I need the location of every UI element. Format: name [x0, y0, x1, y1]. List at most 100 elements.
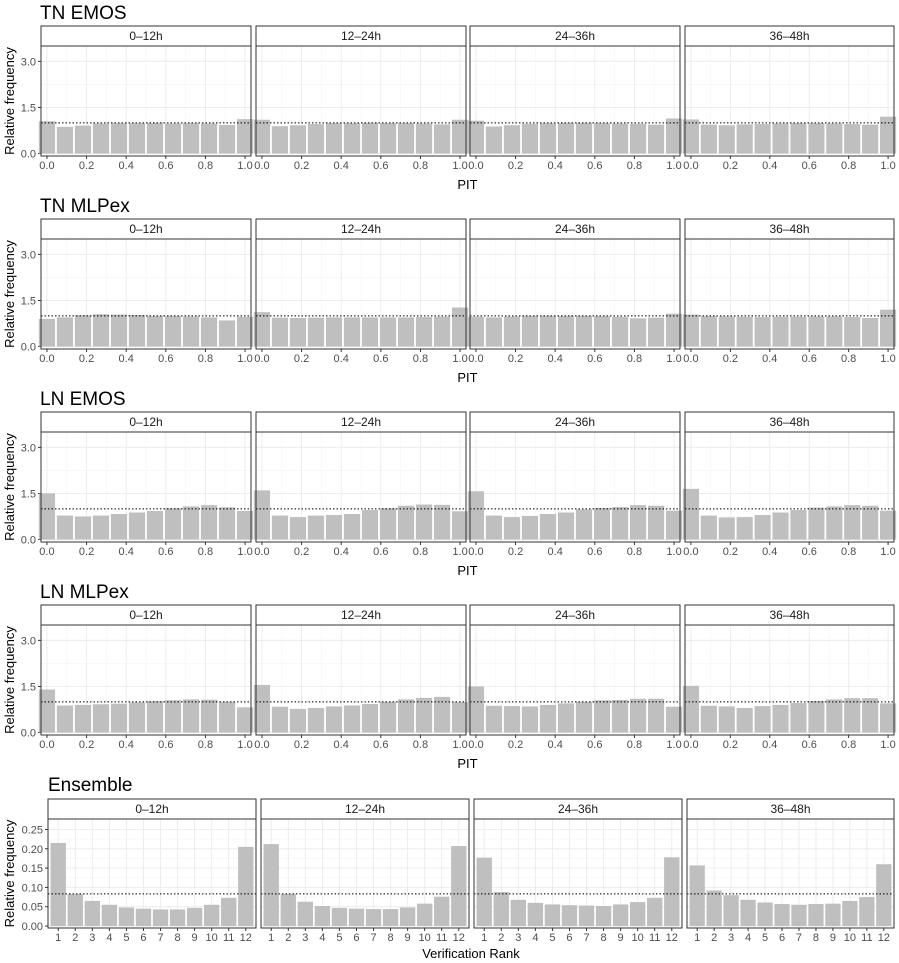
histogram-bar: [415, 123, 433, 154]
histogram-bar: [844, 124, 861, 154]
histogram-bar: [280, 893, 296, 927]
histogram-bar: [263, 844, 279, 927]
histogram-bar: [271, 317, 289, 347]
histogram-bar: [325, 514, 343, 540]
facet-strip-label: 36–48h: [769, 29, 809, 43]
histogram-bar: [92, 314, 110, 347]
facet-strip: [469, 218, 681, 240]
histogram-bar: [844, 317, 861, 347]
histogram-bar: [772, 512, 789, 540]
x-axis-title: PIT: [457, 177, 477, 192]
y-tick-label: 0.25: [22, 824, 43, 836]
histogram-bar: [451, 702, 469, 733]
x-tick-label: 0.0: [683, 739, 698, 751]
histogram-bar: [485, 126, 503, 154]
facet-strip: [684, 604, 895, 626]
x-tick-label: 3: [89, 932, 95, 944]
histogram-bar: [467, 686, 485, 733]
histogram-bar: [343, 123, 361, 154]
x-tick-label: 0.8: [198, 160, 213, 172]
facet-strip-label: 24–36h: [555, 415, 595, 429]
histogram-bar: [575, 701, 593, 733]
y-axis-title: Relative frequency: [2, 819, 17, 927]
x-tick-label: 0.4: [762, 353, 777, 365]
x-axis-title: Verification Rank: [422, 946, 520, 961]
x-tick-label: 5: [336, 932, 342, 944]
x-axis-title: PIT: [457, 370, 477, 385]
facet-strip-label: 0–12h: [129, 222, 162, 236]
histogram-bar: [557, 315, 575, 347]
histogram-bar: [361, 122, 379, 154]
histogram-bar: [808, 123, 825, 154]
facet-strip: [255, 411, 467, 433]
x-tick-label: 12: [240, 932, 252, 944]
x-tick-label: 1.0: [237, 160, 252, 172]
histogram-bar: [467, 316, 485, 347]
histogram-bar: [348, 908, 365, 927]
x-tick-label: 12: [878, 932, 890, 944]
x-tick-label: 1.0: [666, 353, 681, 365]
x-tick-label: 0.2: [79, 739, 94, 751]
histogram-bar: [128, 702, 146, 733]
histogram-bar: [521, 123, 539, 154]
facet-strip-label: 36–48h: [769, 608, 809, 622]
histogram-bar: [382, 909, 399, 927]
histogram-bar: [862, 317, 879, 347]
x-tick-label: 0.2: [294, 546, 309, 558]
histogram-bar: [361, 510, 379, 540]
histogram-bar: [451, 846, 467, 927]
histogram-bar: [307, 515, 325, 540]
facet-panel: 24–36h 0.0 0.2 0.4 0.6 0.8 1.0: [467, 604, 683, 751]
x-tick-label: 0.0: [468, 546, 483, 558]
histogram-bar: [182, 316, 200, 347]
y-axis-title: Relative frequency: [2, 433, 17, 541]
histogram-bar: [343, 317, 361, 347]
x-tick-label: 10: [419, 932, 431, 944]
x-tick-label: 0.4: [119, 739, 134, 751]
histogram-bar: [718, 125, 735, 154]
histogram-bar: [647, 897, 663, 927]
histogram-bar: [182, 699, 200, 733]
x-tick-label: 4: [106, 932, 112, 944]
y-tick-label: 3.0: [21, 635, 36, 647]
histogram-bar: [74, 516, 92, 540]
histogram-bar: [754, 317, 771, 347]
histogram-bar: [611, 316, 629, 347]
histogram-bar: [826, 699, 843, 733]
histogram-bar: [665, 706, 683, 733]
x-tick-label: 7: [796, 932, 802, 944]
histogram-bar: [611, 506, 629, 540]
histogram-bar: [665, 510, 683, 540]
y-tick-label: 1.5: [21, 102, 36, 114]
histogram-bar: [757, 902, 773, 927]
y-tick-label: 0.0: [21, 728, 36, 740]
row-title: LN MLPex: [40, 582, 129, 603]
histogram-bar: [503, 316, 521, 347]
x-tick-label: 1.0: [666, 160, 681, 172]
facet-strip: [255, 604, 467, 626]
histogram-bar: [862, 698, 879, 733]
x-tick-label: 1.0: [237, 353, 252, 365]
x-tick-label: 0.0: [39, 546, 54, 558]
x-tick-label: 0.2: [723, 739, 738, 751]
histogram-bar: [218, 124, 236, 154]
x-tick-label: 0.6: [373, 160, 388, 172]
x-tick-label: 1: [694, 932, 700, 944]
histogram-bar: [700, 316, 717, 347]
histogram-bar: [164, 123, 182, 154]
histogram-bar: [485, 705, 503, 733]
y-tick-label: 1.5: [21, 488, 36, 500]
x-tick-label: 2: [285, 932, 291, 944]
x-tick-label: 0.4: [119, 546, 134, 558]
histogram-bar: [236, 510, 254, 540]
histogram-bar: [880, 510, 897, 540]
histogram-bar: [772, 316, 789, 347]
histogram-bar: [880, 703, 897, 733]
facet-panel: 36–48h 0.0 0.2 0.4 0.6 0.8 1.0: [682, 604, 897, 751]
histogram-bar: [808, 316, 825, 347]
facet-panel: 12–24h 0.0 0.2 0.4 0.6 0.8 1.0: [253, 411, 469, 558]
histogram-bar: [128, 314, 146, 347]
x-tick-label: 1.0: [452, 739, 467, 751]
histogram-bar: [397, 317, 415, 347]
